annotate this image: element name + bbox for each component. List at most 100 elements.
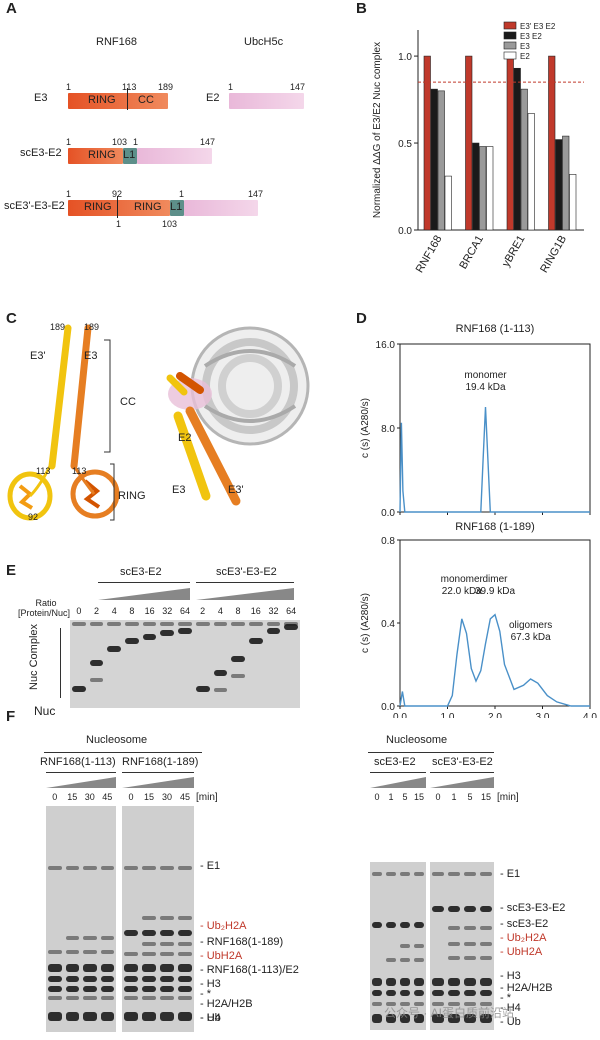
gel-band xyxy=(142,916,156,920)
gel-band xyxy=(178,622,192,626)
gel-band xyxy=(83,976,97,982)
b-bar xyxy=(569,174,577,231)
row3-n103-under: 103 xyxy=(162,219,178,229)
f-label-sce3e2: - scE3-E2 xyxy=(500,918,549,930)
gel-band xyxy=(386,1014,396,1023)
gel-band xyxy=(65,1012,79,1021)
f-left-labels: - E1 - Ub₂H2A - RNF168(1-189) - UbH2A - RNF1… xyxy=(196,806,326,1032)
gel-band xyxy=(414,958,424,962)
gel-band xyxy=(160,942,174,946)
d-trace xyxy=(399,406,590,513)
e-ratio-label1: Ratio xyxy=(35,598,57,608)
row1-n113: 113 xyxy=(122,82,137,92)
gel-band xyxy=(160,1012,174,1021)
b-bar xyxy=(472,142,480,231)
gel-band xyxy=(213,622,228,626)
e-group2-line xyxy=(196,582,294,583)
gel-band xyxy=(48,986,62,992)
c-n113b: 113 xyxy=(72,466,87,476)
gel-band xyxy=(386,1002,396,1006)
b-xtick-label: BRCA1 xyxy=(457,234,486,272)
c-n189b: 189 xyxy=(84,322,100,332)
gel-band xyxy=(65,976,79,982)
e-ratio-value: 64 xyxy=(179,606,190,616)
gel-band xyxy=(372,1002,382,1006)
row2-l1: L1 xyxy=(123,149,136,161)
f-time-value: 30 xyxy=(84,792,95,802)
b-bar xyxy=(513,67,521,231)
gel-band xyxy=(178,986,192,992)
e-ratio-value: 32 xyxy=(268,606,279,616)
e3-helix xyxy=(70,324,92,470)
row3-label: scE3'-E3-E2 xyxy=(4,200,65,212)
gel-band xyxy=(464,926,476,930)
d-ylabel: c (s) (A280/s) xyxy=(360,593,371,653)
gel-band xyxy=(83,950,97,954)
gel-band xyxy=(213,670,228,676)
b-legend-swatch xyxy=(503,21,517,30)
row1-divider xyxy=(127,88,128,110)
e2-n1: 1 xyxy=(228,82,234,92)
gel-band xyxy=(464,942,476,946)
d-xtick-label: 1.0 xyxy=(441,712,455,718)
panel-b-letter: B xyxy=(356,0,367,17)
f-left-g2-line xyxy=(122,772,194,773)
gel-band xyxy=(124,1012,138,1021)
gel-band xyxy=(480,942,492,946)
gel-band xyxy=(372,922,382,928)
gel-band xyxy=(372,978,382,986)
sce3pe3e2-e2-bar xyxy=(184,200,258,216)
f-label-h2ah2b: - H2A/H2B xyxy=(200,998,253,1010)
sce3e2-ring-bar xyxy=(68,148,123,164)
gel-band xyxy=(100,964,114,972)
f-left-g1: RNF168(1-113) xyxy=(40,756,116,768)
gel-band xyxy=(160,630,175,636)
f-time-value: 15 xyxy=(480,792,491,802)
gel-band xyxy=(107,622,122,626)
gel-band xyxy=(480,1014,492,1023)
gel-band xyxy=(414,944,424,948)
gel-band xyxy=(480,926,492,930)
f-label-h4: - H4 xyxy=(200,1012,221,1024)
gel-band xyxy=(464,1014,476,1023)
gel-band xyxy=(124,866,138,870)
gel-band xyxy=(160,916,174,920)
c-e3p-label: E3' xyxy=(30,350,46,362)
gel-band xyxy=(160,976,174,982)
gel-band xyxy=(414,872,424,876)
panel-e-letter: E xyxy=(6,562,17,579)
f-time-value: 45 xyxy=(179,792,190,802)
f-left-line xyxy=(44,752,202,753)
e-ratio-value: 4 xyxy=(111,606,117,616)
gel-band xyxy=(432,1002,444,1006)
d-ytick-label: 0.4 xyxy=(381,619,395,630)
gel-band xyxy=(100,996,114,1000)
b-bar xyxy=(444,175,452,231)
f-label-ubh2a: - UbH2A xyxy=(200,950,243,962)
b-legend-label: E3' E3 E2 xyxy=(520,22,556,31)
sce3e2-e2-bar xyxy=(137,148,212,164)
nucleosome-model xyxy=(166,326,310,506)
f-right-labels: - E1 - scE3-E3-E2 - scE3-E2 - Ub₂H2A - UbH2A… xyxy=(496,862,596,1032)
d-title: RNF168 (1-189) xyxy=(455,521,534,533)
f-left-min: [min] xyxy=(196,792,218,803)
gel-band xyxy=(480,978,492,986)
gel-band xyxy=(448,942,460,946)
f-right-wedges xyxy=(370,777,494,788)
e-ratio-value: 0 xyxy=(76,606,82,616)
gel-band xyxy=(100,986,114,992)
gel-band xyxy=(432,978,444,986)
gel-band xyxy=(83,936,97,940)
f-label-h2ah2b: - H2A/H2B xyxy=(500,982,553,994)
row3-n1-under: 1 xyxy=(116,219,122,229)
d-ylabel: c (s) (A280/s) xyxy=(360,398,371,458)
f-left-wedges xyxy=(46,777,194,788)
row1-cc: CC xyxy=(138,94,154,106)
b-bar xyxy=(520,88,528,231)
b-bar xyxy=(479,146,487,231)
gel-band xyxy=(448,978,460,986)
row1-n189: 189 xyxy=(158,82,174,92)
b-bar xyxy=(430,88,438,231)
row3-n147: 147 xyxy=(248,189,264,199)
c-e3p-bottom: E3' xyxy=(228,484,244,496)
